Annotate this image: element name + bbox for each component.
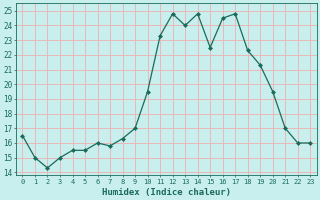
X-axis label: Humidex (Indice chaleur): Humidex (Indice chaleur): [102, 188, 231, 197]
